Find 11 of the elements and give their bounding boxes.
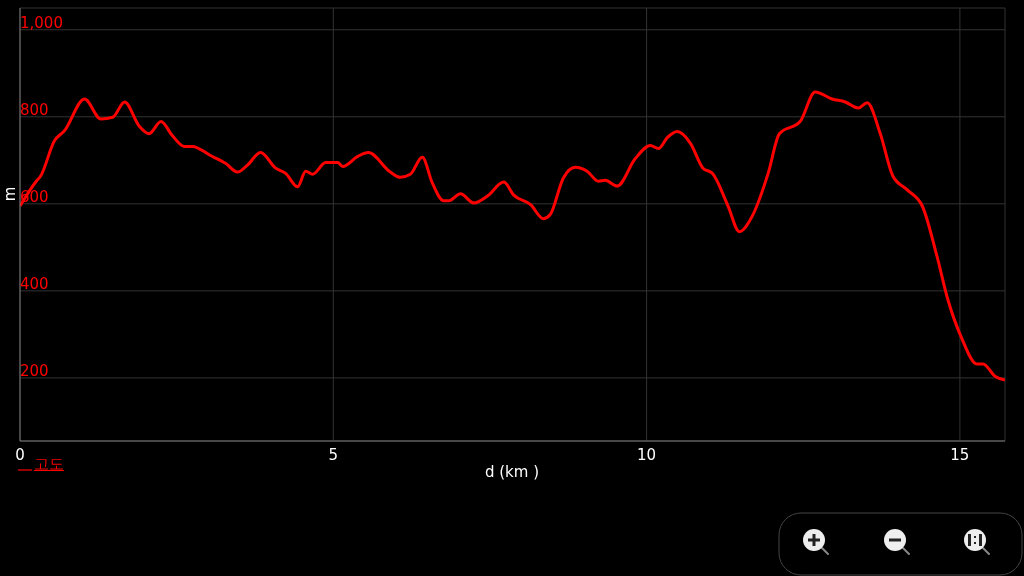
x-tick-label: 10: [637, 445, 657, 464]
x-axis-title: d (km ): [484, 463, 540, 481]
y-tick-label: 200: [20, 361, 49, 380]
y-tick-label: 400: [20, 274, 49, 293]
y-axis-title: m: [1, 186, 19, 201]
y-tick-label: 800: [20, 100, 49, 119]
y-tick-label: 1,000: [20, 13, 63, 32]
x-tick-label: 5: [328, 445, 339, 464]
x-tick-label: 0: [15, 445, 25, 464]
legend-label: 고도: [34, 455, 64, 474]
x-tick-label: 15: [950, 445, 970, 464]
